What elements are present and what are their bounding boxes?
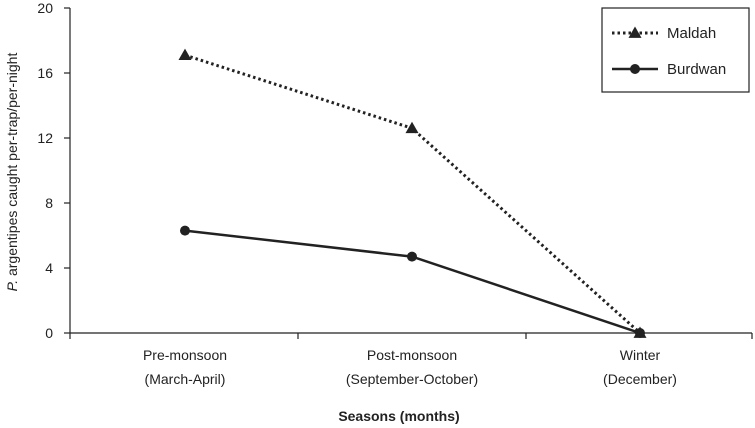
y-axis-title: P. argentipes caught per-trap/per-night (4, 53, 20, 292)
y-tick-label: 8 (45, 195, 53, 211)
y-tick-label: 20 (37, 0, 53, 16)
series-line (184, 229, 641, 335)
legend-label: Burdwan (667, 61, 726, 78)
y-ticks: 0 4 8 12 16 20 (37, 0, 70, 341)
data-point (405, 121, 419, 134)
legend-swatch-marker (630, 64, 640, 74)
x-axis-title: Seasons (months) (338, 408, 459, 424)
x-category-label-line: (March-April) (145, 371, 226, 387)
data-point (407, 251, 417, 262)
series-layer (178, 48, 647, 338)
series-line (184, 53, 642, 335)
x-category-label-line: Pre-monsoon (143, 347, 227, 363)
series-maldah (178, 48, 647, 338)
series-burdwan (180, 225, 645, 338)
y-axis-title-rest: argentipes caught per-trap/per-night (4, 53, 20, 280)
data-point (635, 328, 645, 338)
y-tick-label: 4 (45, 260, 53, 276)
legend-label: Maldah (667, 25, 716, 42)
x-category-label-line: Post-monsoon (367, 347, 457, 363)
legend: Maldah Burdwan (601, 7, 750, 93)
x-ticks: Pre-monsoon (March-April) Post-monsoon (Sep… (69, 333, 753, 387)
legend-item-maldah: Maldah (612, 25, 716, 42)
legend-item-burdwan: Burdwan (612, 61, 726, 78)
y-tick-label: 12 (37, 130, 53, 146)
legend-swatch-marker (628, 26, 642, 38)
y-tick-label: 0 (45, 325, 53, 341)
x-category-label-line: Winter (620, 347, 661, 363)
x-category-label-line: (December) (603, 371, 677, 387)
x-category-label: Winter (December) (603, 347, 677, 387)
x-category-label: Post-monsoon (September-October) (346, 347, 478, 387)
x-category-label: Pre-monsoon (March-April) (143, 347, 227, 387)
data-point (180, 225, 190, 236)
data-point (178, 48, 192, 60)
legend-box (601, 7, 750, 93)
y-tick-label: 16 (37, 65, 53, 81)
x-category-label-line: (September-October) (346, 371, 478, 387)
y-axis-title-italic: P. (4, 280, 20, 291)
